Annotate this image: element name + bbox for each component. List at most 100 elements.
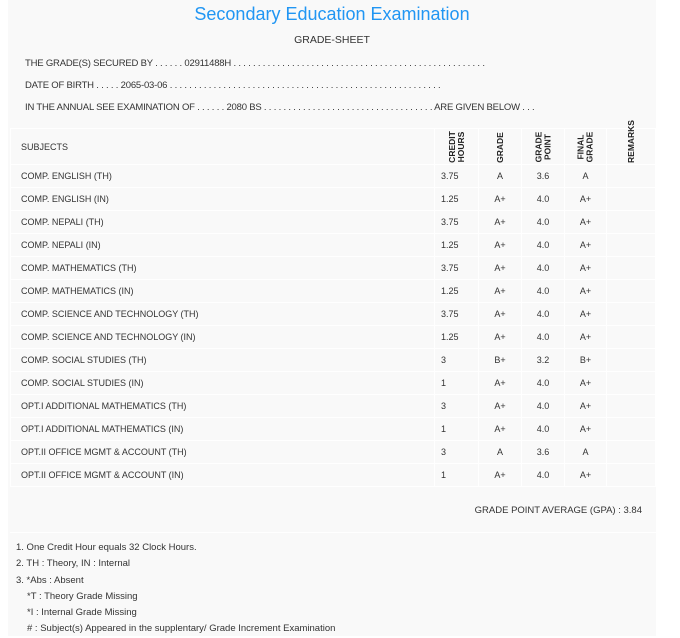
table-row: OPT.I ADDITIONAL MATHEMATICS (TH) 3 A+ 4.0 A… (10, 394, 656, 418)
subject-cell: COMP. MATHEMATICS (IN) (10, 279, 435, 303)
remarks-cell (606, 233, 656, 257)
grade-point-cell: 4.0 (521, 371, 565, 395)
header-subjects: SUBJECTS (10, 128, 435, 165)
final-grade-cell: A+ (564, 233, 607, 257)
subject-cell: OPT.II OFFICE MGMT & ACCOUNT (IN) (10, 463, 435, 487)
subject-cell: COMP. SCIENCE AND TECHNOLOGY (IN) (10, 325, 435, 349)
credit-hours-cell: 3.75 (434, 256, 479, 280)
credit-hours-cell: 3.75 (434, 302, 479, 326)
remarks-cell (606, 348, 656, 372)
grade-cell: A+ (478, 210, 522, 234)
note: # : Subject(s) Appeared in the supplenta… (27, 623, 336, 635)
table-row: OPT.I ADDITIONAL MATHEMATICS (IN) 1 A+ 4.0 A… (10, 417, 656, 441)
grade-point-cell: 4.0 (521, 417, 565, 441)
grade-cell: A+ (478, 187, 522, 211)
table-row: COMP. SCIENCE AND TECHNOLOGY (IN) 1.25 A+ 4… (10, 325, 656, 349)
credit-hours-cell: 1.25 (434, 233, 479, 257)
header-grade-point: GRADE POINT (521, 128, 565, 165)
grade-point-cell: 4.0 (521, 233, 565, 257)
table-header: SUBJECTS CREDIT HOURS GRADE GRADE POINT FI… (10, 120, 656, 165)
table-row: COMP. NEPALI (TH) 3.75 A+ 4.0 A+ (10, 210, 656, 234)
grade-point-cell: 4.0 (521, 256, 565, 280)
subject-cell: COMP. ENGLISH (IN) (10, 187, 435, 211)
header-final-grade: FINAL GRADE (564, 128, 607, 165)
exam-title: Secondary Education Examination (194, 4, 470, 24)
grade-point-cell: 4.0 (521, 325, 565, 349)
remarks-cell (606, 210, 656, 234)
credit-hours-cell: 3.75 (434, 164, 479, 188)
credit-hours-cell: 1.25 (434, 325, 479, 349)
remarks-cell (606, 394, 656, 418)
subject-cell: OPT.I ADDITIONAL MATHEMATICS (IN) (10, 417, 435, 441)
note: 2. TH : Theory, IN : Internal (16, 558, 131, 570)
grade-cell: B+ (478, 348, 522, 372)
table-row: COMP. ENGLISH (TH) 3.75 A 3.6 A (10, 164, 656, 188)
grade-sheet-heading: GRADE-SHEET (294, 34, 370, 46)
subject-cell: COMP. SOCIAL STUDIES (IN) (10, 371, 435, 395)
grade-point-cell: 4.0 (521, 302, 565, 326)
subject-cell: OPT.II OFFICE MGMT & ACCOUNT (TH) (10, 440, 435, 464)
credit-hours-cell: 3.75 (434, 210, 479, 234)
subject-cell: OPT.I ADDITIONAL MATHEMATICS (TH) (10, 394, 435, 418)
secured-by-line: THE GRADE(S) SECURED BY . . . . . . 0291… (25, 58, 485, 69)
final-grade-cell: A+ (564, 279, 607, 303)
remarks-cell (606, 371, 656, 395)
grade-cell: A+ (478, 394, 522, 418)
credit-hours-cell: 3 (434, 440, 479, 464)
table-row: COMP. ENGLISH (IN) 1.25 A+ 4.0 A+ (10, 187, 656, 211)
notes: 1. One Credit Hour equals 32 Clock Hours… (16, 540, 335, 638)
credit-hours-cell: 1 (434, 371, 479, 395)
subject-cell: COMP. NEPALI (TH) (10, 210, 435, 234)
remarks-cell (606, 279, 656, 303)
credit-hours-cell: 3 (434, 394, 479, 418)
table-row: COMP. SOCIAL STUDIES (TH) 3 B+ 3.2 B+ (10, 348, 656, 372)
remarks-cell (606, 302, 656, 326)
subject-cell: COMP. SOCIAL STUDIES (TH) (10, 348, 435, 372)
grades-table: SUBJECTS CREDIT HOURS GRADE GRADE POINT FI… (10, 120, 656, 487)
remarks-cell (606, 325, 656, 349)
divider (10, 532, 656, 533)
table-row: COMP. SCIENCE AND TECHNOLOGY (TH) 3.75 A+ 4… (10, 302, 656, 326)
header-grade: GRADE (478, 128, 522, 165)
header-remarks: REMARKS (606, 120, 656, 165)
grade-cell: A+ (478, 371, 522, 395)
grade-cell: A+ (478, 325, 522, 349)
grade-cell: A+ (478, 463, 522, 487)
subject-cell: COMP. MATHEMATICS (TH) (10, 256, 435, 280)
table-row: COMP. MATHEMATICS (IN) 1.25 A+ 4.0 A+ (10, 279, 656, 303)
grade-point-cell: 4.0 (521, 210, 565, 234)
grade-cell: A+ (478, 302, 522, 326)
grade-point-cell: 4.0 (521, 463, 565, 487)
final-grade-cell: A+ (564, 210, 607, 234)
grade-cell: A+ (478, 417, 522, 441)
table-row: OPT.II OFFICE MGMT & ACCOUNT (TH) 3 A 3.6 A (10, 440, 656, 464)
subject-cell: COMP. NEPALI (IN) (10, 233, 435, 257)
grade-point-cell: 4.0 (521, 187, 565, 211)
credit-hours-cell: 1 (434, 463, 479, 487)
remarks-cell (606, 187, 656, 211)
final-grade-cell: A+ (564, 187, 607, 211)
final-grade-cell: A+ (564, 394, 607, 418)
subject-cell: COMP. ENGLISH (TH) (10, 164, 435, 188)
header-credit-hours: CREDIT HOURS (434, 128, 479, 165)
note: *T : Theory Grade Missing (27, 590, 138, 602)
grade-sheet: Secondary Education Examination GRADE-SH… (8, 0, 656, 636)
gpa: GRADE POINT AVERAGE (GPA) : 3.84 (474, 505, 642, 516)
grade-point-cell: 4.0 (521, 394, 565, 418)
grade-point-cell: 3.6 (521, 440, 565, 464)
grade-cell: A (478, 164, 522, 188)
exam-line: IN THE ANNUAL SEE EXAMINATION OF . . . .… (25, 102, 535, 113)
grade-point-cell: 4.0 (521, 279, 565, 303)
dob-line: DATE OF BIRTH . . . . . 2065-03-06 . . .… (25, 80, 441, 91)
subject-cell: COMP. SCIENCE AND TECHNOLOGY (TH) (10, 302, 435, 326)
grade-cell: A (478, 440, 522, 464)
final-grade-cell: A+ (564, 302, 607, 326)
grade-point-cell: 3.6 (521, 164, 565, 188)
credit-hours-cell: 1 (434, 417, 479, 441)
final-grade-cell: A+ (564, 371, 607, 395)
grade-cell: A+ (478, 279, 522, 303)
credit-hours-cell: 1.25 (434, 187, 479, 211)
table-row: COMP. MATHEMATICS (TH) 3.75 A+ 4.0 A+ (10, 256, 656, 280)
final-grade-cell: A+ (564, 325, 607, 349)
remarks-cell (606, 440, 656, 464)
